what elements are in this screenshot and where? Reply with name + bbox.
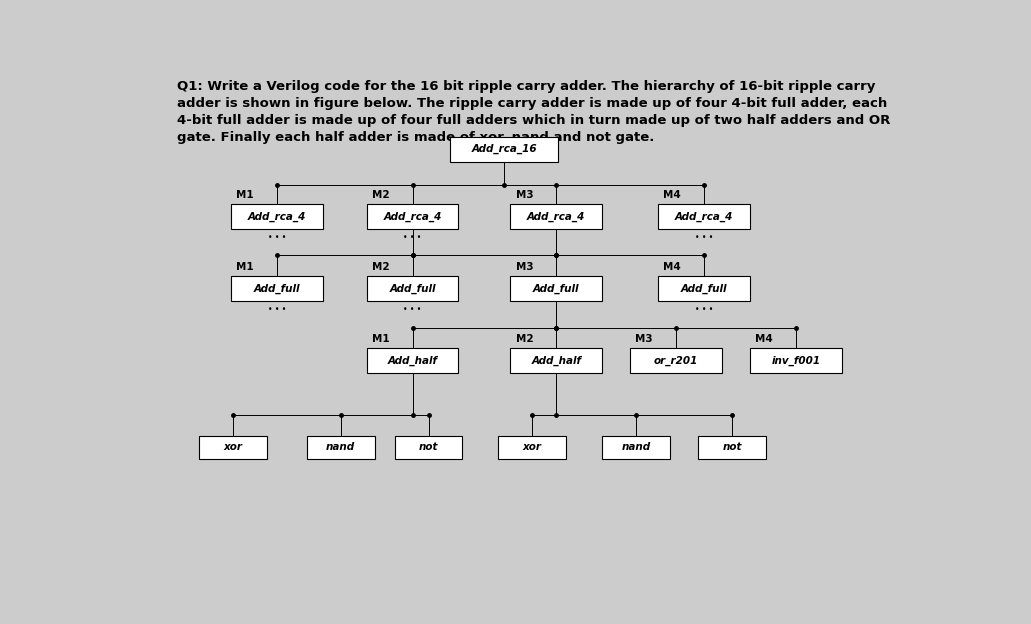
FancyBboxPatch shape bbox=[751, 348, 842, 373]
Text: M1: M1 bbox=[236, 190, 254, 200]
Text: M4: M4 bbox=[756, 334, 773, 344]
Text: Add_half: Add_half bbox=[531, 356, 581, 366]
Text: nand: nand bbox=[326, 442, 355, 452]
Text: • • •: • • • bbox=[695, 305, 713, 314]
Text: M2: M2 bbox=[372, 190, 390, 200]
FancyBboxPatch shape bbox=[510, 204, 602, 229]
FancyBboxPatch shape bbox=[395, 436, 463, 459]
Text: not: not bbox=[723, 442, 742, 452]
Text: not: not bbox=[419, 442, 438, 452]
Text: Add_full: Add_full bbox=[533, 283, 579, 294]
Text: M2: M2 bbox=[372, 262, 390, 272]
FancyBboxPatch shape bbox=[602, 436, 670, 459]
Text: Add_rca_4: Add_rca_4 bbox=[384, 212, 441, 222]
FancyBboxPatch shape bbox=[367, 204, 459, 229]
FancyBboxPatch shape bbox=[698, 436, 766, 459]
Text: Add_rca_4: Add_rca_4 bbox=[247, 212, 306, 222]
FancyBboxPatch shape bbox=[199, 436, 267, 459]
Text: M3: M3 bbox=[516, 262, 533, 272]
Text: • • •: • • • bbox=[268, 305, 286, 314]
Text: M1: M1 bbox=[236, 262, 254, 272]
Text: • • •: • • • bbox=[403, 305, 422, 314]
Text: • • •: • • • bbox=[695, 233, 713, 242]
FancyBboxPatch shape bbox=[306, 436, 374, 459]
FancyBboxPatch shape bbox=[630, 348, 722, 373]
Text: nand: nand bbox=[622, 442, 651, 452]
FancyBboxPatch shape bbox=[658, 276, 751, 301]
Text: or_r201: or_r201 bbox=[654, 356, 698, 366]
FancyBboxPatch shape bbox=[367, 348, 459, 373]
Text: M3: M3 bbox=[635, 334, 653, 344]
Text: Add_rca_4: Add_rca_4 bbox=[527, 212, 586, 222]
Text: Q1: Write a Verilog code for the 16 bit ripple carry adder. The hierarchy of 16-: Q1: Write a Verilog code for the 16 bit … bbox=[177, 80, 890, 144]
Text: M4: M4 bbox=[663, 190, 681, 200]
FancyBboxPatch shape bbox=[367, 276, 459, 301]
Text: inv_f001: inv_f001 bbox=[771, 356, 821, 366]
FancyBboxPatch shape bbox=[498, 436, 566, 459]
FancyBboxPatch shape bbox=[231, 276, 323, 301]
Text: • • •: • • • bbox=[403, 233, 422, 242]
Text: xor: xor bbox=[224, 442, 242, 452]
Text: M4: M4 bbox=[663, 262, 681, 272]
Text: Add_rca_4: Add_rca_4 bbox=[675, 212, 733, 222]
Text: • • •: • • • bbox=[268, 233, 286, 242]
Text: M1: M1 bbox=[372, 334, 390, 344]
Text: xor: xor bbox=[523, 442, 542, 452]
FancyBboxPatch shape bbox=[451, 137, 559, 162]
Text: Add_full: Add_full bbox=[390, 283, 436, 294]
FancyBboxPatch shape bbox=[231, 204, 323, 229]
FancyBboxPatch shape bbox=[510, 276, 602, 301]
Text: M3: M3 bbox=[516, 190, 533, 200]
Text: Add_rca_16: Add_rca_16 bbox=[471, 144, 537, 155]
Text: M2: M2 bbox=[516, 334, 533, 344]
Text: Add_half: Add_half bbox=[388, 356, 437, 366]
FancyBboxPatch shape bbox=[658, 204, 751, 229]
Text: Add_full: Add_full bbox=[254, 283, 300, 294]
FancyBboxPatch shape bbox=[510, 348, 602, 373]
Text: Add_full: Add_full bbox=[680, 283, 728, 294]
